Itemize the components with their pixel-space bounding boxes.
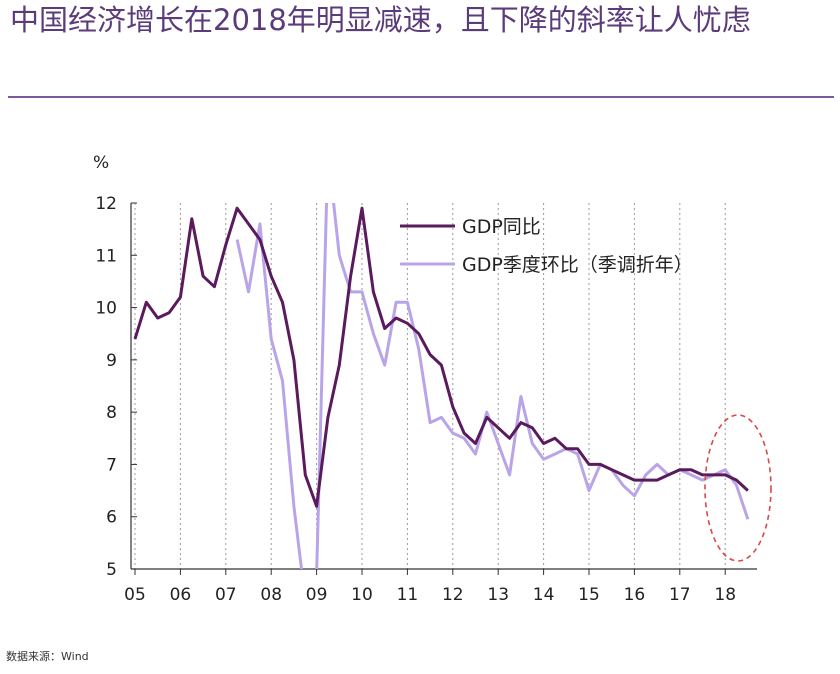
highlight-ellipse-2018 xyxy=(704,414,772,562)
x-tick-label: 13 xyxy=(487,585,509,605)
legend-label-qoq: GDP季度环比（季调折年） xyxy=(462,254,693,276)
x-tick-label: 18 xyxy=(714,585,736,605)
x-tick-label: 11 xyxy=(397,585,419,605)
y-tick-label: 8 xyxy=(106,403,117,423)
x-tick-label: 05 xyxy=(124,585,146,605)
data-source-note: 数据来源：Wind xyxy=(6,650,89,663)
chart-axes xyxy=(130,202,757,575)
x-tick-label: 14 xyxy=(533,585,555,605)
y-unit-label: % xyxy=(93,153,109,173)
x-tick-labels: 05 06 07 08 09 10 11 12 13 14 15 16 17 18 xyxy=(124,585,736,605)
chart-legend: GDP同比 GDP季度环比（季调折年） xyxy=(400,216,693,276)
page-title: 中国经济增长在2018年明显减速，且下降的斜率让人忧虑 xyxy=(10,3,751,37)
title-divider xyxy=(8,96,834,98)
series-line-qoq xyxy=(235,203,750,569)
chart-series xyxy=(133,203,750,569)
x-tick-label: 12 xyxy=(442,585,464,605)
chart-annotation xyxy=(704,414,772,562)
y-tick-label: 7 xyxy=(106,455,117,475)
x-tick-label: 07 xyxy=(215,585,237,605)
y-tick-label: 5 xyxy=(106,560,117,580)
y-tick-label: 6 xyxy=(106,508,117,528)
chart-gridlines xyxy=(134,203,726,569)
x-tick-label: 17 xyxy=(669,585,691,605)
y-tick-label: 10 xyxy=(95,299,117,319)
x-tick-label: 09 xyxy=(306,585,328,605)
legend-label-yoy: GDP同比 xyxy=(462,216,541,238)
y-tick-label: 11 xyxy=(95,246,117,266)
y-tick-label: 12 xyxy=(95,194,117,214)
x-tick-label: 16 xyxy=(624,585,646,605)
series-line-yoy xyxy=(133,206,749,508)
x-tick-label: 08 xyxy=(260,585,282,605)
x-tick-label: 15 xyxy=(578,585,600,605)
y-tick-label: 9 xyxy=(106,351,117,371)
x-tick-label: 10 xyxy=(351,585,373,605)
x-tick-label: 06 xyxy=(170,585,192,605)
y-tick-labels: 5 6 7 8 9 10 11 12 xyxy=(95,194,117,580)
